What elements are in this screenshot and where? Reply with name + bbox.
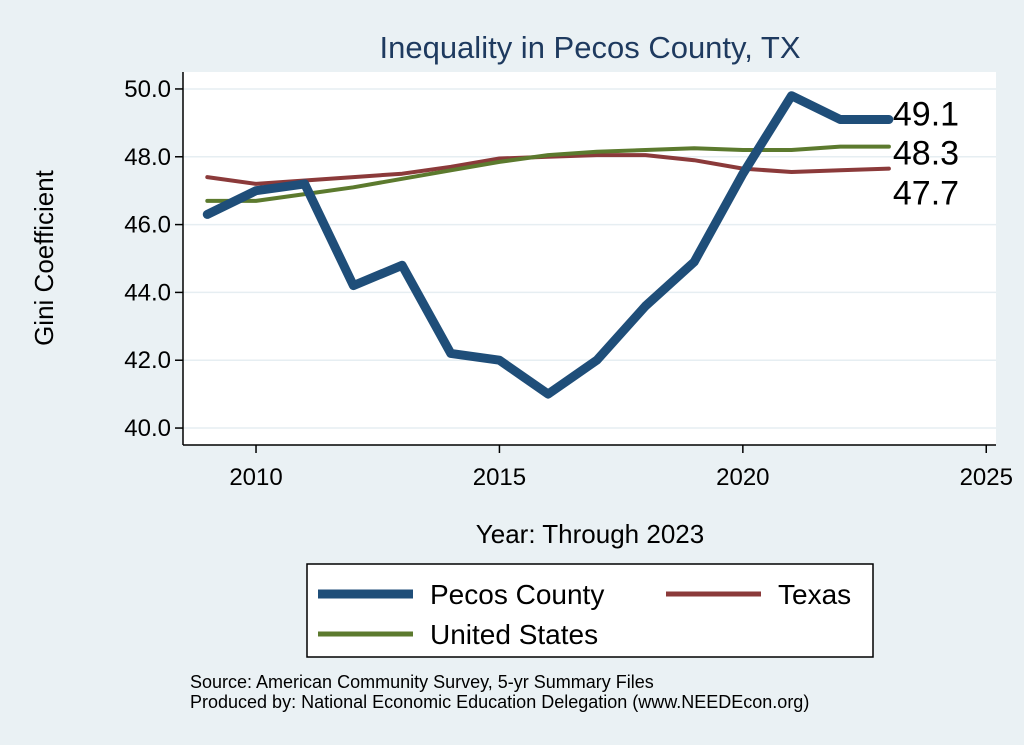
plot-area: [183, 72, 996, 445]
legend-label-united-states: United States: [430, 619, 598, 650]
y-tick-labels: 40.0 42.0 44.0 46.0 48.0 50.0: [124, 76, 171, 442]
axes: [175, 72, 996, 453]
y-tick-label: 48.0: [124, 144, 171, 171]
legend: Pecos County Texas United States: [306, 563, 874, 658]
end-labels: 49.1 47.748.3: [893, 95, 959, 212]
y-tick-label: 40.0: [124, 415, 171, 442]
chart-title: Inequality in Pecos County, TX: [379, 30, 800, 65]
x-tick-label: 2010: [229, 464, 282, 491]
series-lines: [202, 91, 894, 399]
legend-label-texas: Texas: [778, 579, 851, 610]
legend-box: [306, 563, 874, 658]
legend-label-pecos-county: Pecos County: [430, 579, 604, 610]
end-label-texas: 47.7: [893, 175, 959, 213]
source-note: Produced by: National Economic Education…: [190, 692, 809, 712]
y-tick-label: 42.0: [124, 347, 171, 374]
end-label-united-states: 48.3: [893, 135, 959, 173]
series-line-pecos-county: [202, 91, 894, 399]
source-note: Source: American Community Survey, 5-yr …: [190, 672, 654, 692]
x-axis-title: Year: Through 2023: [476, 519, 704, 549]
series-line-united-states: [205, 144, 891, 203]
x-tick-label: 2025: [960, 464, 1013, 491]
y-tick-label: 44.0: [124, 279, 171, 306]
y-tick-label: 50.0: [124, 76, 171, 103]
y-tick-label: 46.0: [124, 212, 171, 239]
x-tick-label: 2015: [473, 464, 526, 491]
source-notes: Source: American Community Survey, 5-yr …: [190, 672, 809, 712]
y-axis-title: Gini Coefficient: [29, 169, 59, 346]
x-tick-labels: 2010 2015 2020 2025: [229, 464, 1013, 491]
end-label-pecos-county: 49.1: [893, 95, 959, 133]
x-tick-label: 2020: [716, 464, 769, 491]
